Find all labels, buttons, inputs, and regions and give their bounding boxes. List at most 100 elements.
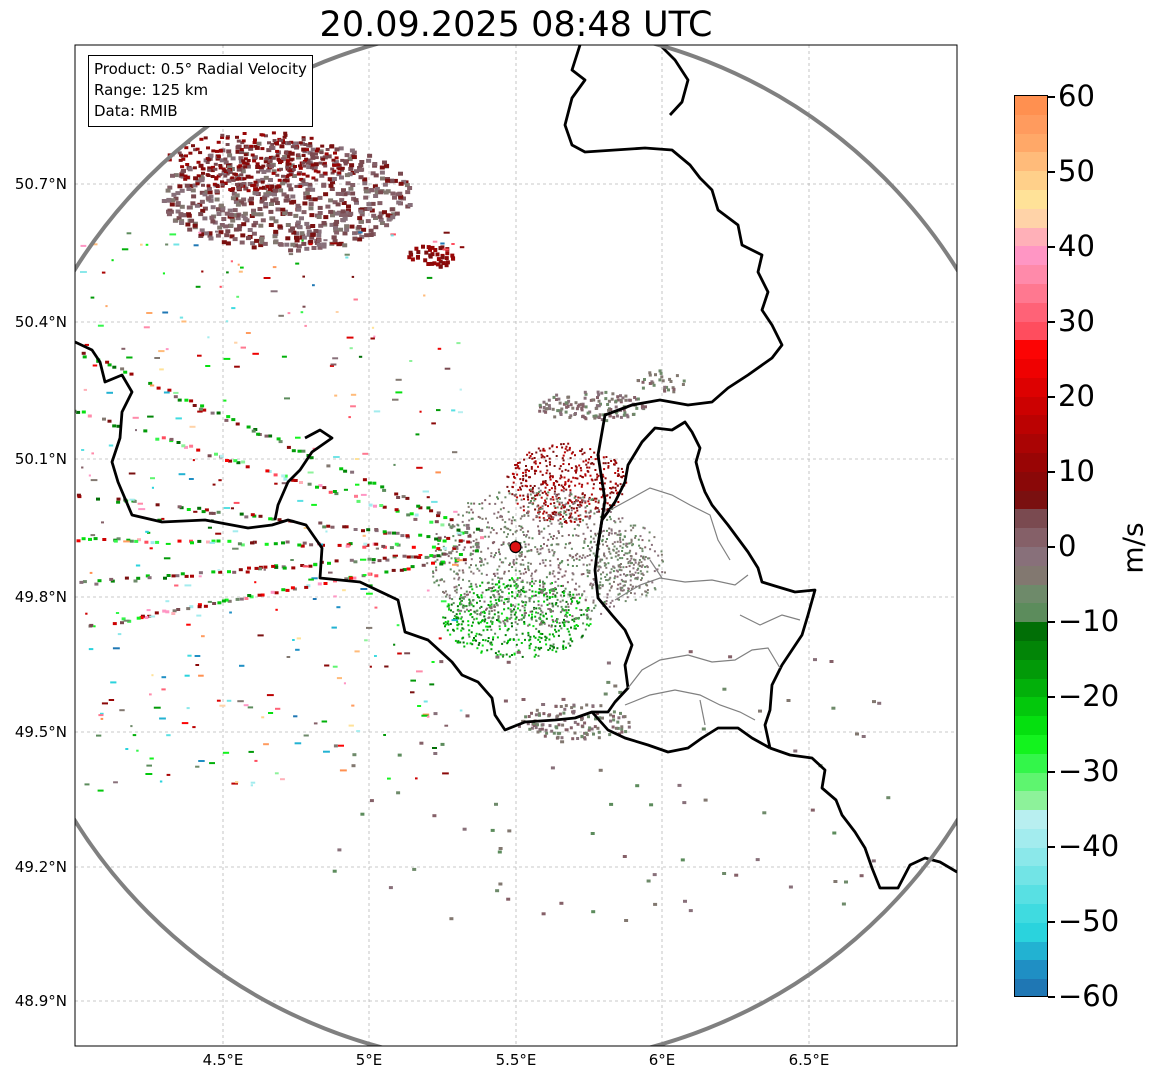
echo-cell	[524, 469, 527, 472]
echo-cell	[452, 451, 458, 454]
echo-cell	[296, 244, 302, 249]
colorbar-segment	[1015, 979, 1047, 996]
echo-cell	[462, 558, 467, 562]
echo-cell	[523, 609, 526, 612]
echo-cell	[511, 566, 514, 568]
echo-cell	[583, 737, 587, 741]
echo-cell	[434, 549, 437, 552]
echo-cell	[535, 469, 538, 472]
echo-cell	[537, 591, 540, 594]
echo-cell	[345, 181, 351, 186]
echo-cell	[207, 526, 212, 529]
echo-cell	[568, 512, 571, 515]
echo-cell	[642, 526, 645, 529]
echo-cell	[373, 173, 379, 178]
echo-cell	[583, 496, 586, 499]
echo-cell	[553, 551, 556, 553]
echo-cell	[602, 413, 606, 417]
echo-cell	[357, 237, 363, 242]
radar-site-dot[interactable]	[509, 540, 522, 554]
echo-cell	[463, 592, 466, 595]
echo-cell	[547, 505, 549, 508]
echo-cell	[589, 509, 592, 512]
echo-cell	[215, 184, 220, 187]
echo-cell	[589, 515, 592, 518]
echo-cell	[510, 603, 513, 606]
echo-cell	[475, 585, 478, 588]
echo-cell	[550, 615, 553, 618]
echo-cell	[491, 578, 494, 581]
echo-cell	[228, 212, 234, 217]
echo-cell	[547, 404, 551, 408]
echo-cell	[580, 715, 583, 719]
echo-cell	[575, 469, 578, 472]
echo-cell	[580, 485, 583, 488]
echo-cell	[388, 886, 393, 890]
echo-cell	[542, 406, 546, 409]
echo-cell	[588, 502, 591, 505]
echo-cell	[231, 187, 236, 191]
echo-cell	[597, 584, 600, 587]
echo-cell	[216, 155, 221, 159]
echo-cell	[419, 410, 422, 413]
echo-cell	[509, 608, 512, 611]
echo-cell	[563, 487, 566, 490]
colorbar-segment	[1015, 171, 1047, 190]
echo-cell	[161, 688, 166, 691]
echo-cell	[594, 458, 597, 461]
echo-cell	[518, 619, 520, 621]
echo-cell	[258, 243, 264, 248]
colorbar-segment	[1015, 340, 1047, 359]
echo-cell	[273, 542, 278, 546]
echo-cell	[342, 192, 348, 197]
echo-cell	[601, 473, 604, 476]
radar-site-marker[interactable]	[509, 540, 522, 554]
echo-cell	[500, 561, 503, 564]
echo-cell	[523, 612, 526, 615]
echo-cell	[547, 525, 550, 528]
echo-cell	[97, 324, 104, 327]
echo-cell	[473, 637, 475, 639]
echo-cell	[285, 236, 291, 241]
echo-cell	[297, 499, 304, 502]
echo-cell	[232, 208, 238, 213]
echo-cell	[613, 580, 615, 583]
echo-cell	[682, 801, 687, 805]
echo-cell	[382, 210, 387, 215]
echo-cell	[529, 493, 532, 496]
echo-cell	[248, 201, 254, 206]
echo-cell	[595, 478, 598, 481]
echo-cell	[437, 538, 442, 542]
echo-cell	[557, 513, 560, 516]
echo-cell	[227, 599, 232, 603]
echo-cell	[235, 781, 239, 784]
echo-cell	[338, 227, 344, 232]
echo-cell	[235, 202, 241, 207]
echo-cell	[497, 548, 500, 551]
echo-cell	[344, 577, 349, 581]
echo-cell	[661, 571, 664, 573]
echo-cell	[551, 444, 554, 447]
echo-cell	[549, 564, 552, 567]
echo-cell	[175, 201, 181, 206]
echo-cell	[668, 377, 672, 381]
echo-cell	[197, 605, 202, 609]
echo-cell	[574, 454, 576, 457]
echo-cell	[240, 233, 246, 238]
echo-cell	[505, 598, 508, 600]
echo-cell	[564, 481, 567, 484]
echo-cell	[627, 562, 630, 565]
echo-cell	[199, 228, 205, 233]
echo-cell	[546, 469, 549, 472]
echo-cell	[605, 573, 608, 576]
echo-cell	[540, 591, 543, 594]
colorbar-segment	[1015, 585, 1047, 603]
echo-cell	[521, 614, 524, 617]
echo-cell	[570, 626, 572, 629]
echo-cell	[517, 638, 520, 641]
echo-cell	[480, 634, 483, 637]
echo-cell	[612, 565, 615, 568]
echo-cell	[529, 501, 532, 504]
echo-cell	[575, 518, 578, 521]
